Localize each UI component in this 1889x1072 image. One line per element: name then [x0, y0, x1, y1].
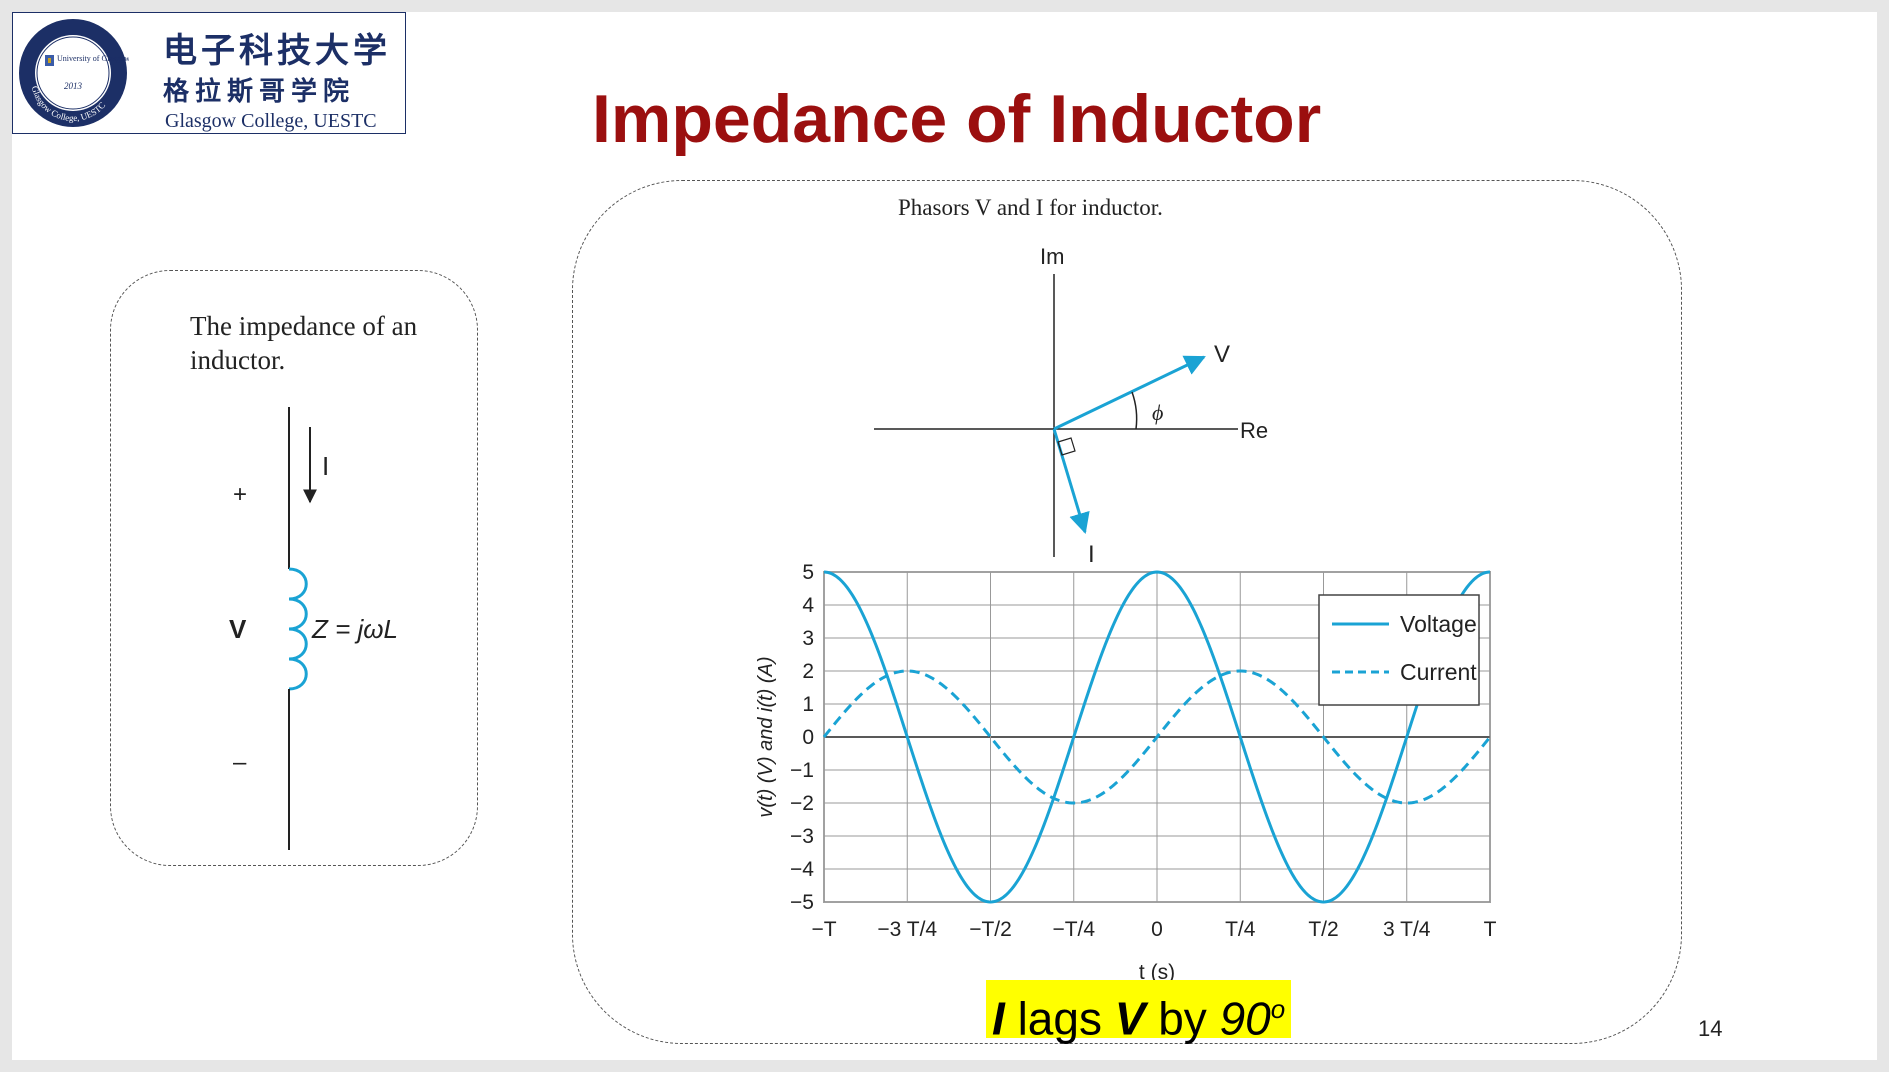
legend-box [1318, 594, 1480, 706]
imag-axis-label: Im [1040, 244, 1064, 269]
series-line-current [822, 669, 1492, 805]
x-tick-label: −T/4 [1052, 918, 1095, 941]
chart-series [822, 570, 1492, 904]
y-tick-label: −2 [790, 792, 814, 815]
real-axis-label: Re [1240, 418, 1268, 443]
voltage-phasor-arrow-icon [1053, 355, 1206, 431]
right-angle-mark [1057, 437, 1076, 456]
phasor-caption: Phasors V and I for inductor. [898, 195, 1163, 220]
phase-angle-arc [1131, 391, 1138, 430]
y-axis-label: v(t) (V) and i(t) (A) [755, 656, 777, 817]
y-tick-label: −1 [790, 759, 814, 782]
impedance-label: Z = jωL [311, 614, 398, 644]
figure-canvas: + I V Z = jωL – Im Re V I ϕ 5 4 3 2 1 0 −1 −2 −3… [229, 244, 1497, 984]
slide: University of Glasgow 2013 Glasgow Colle… [12, 12, 1877, 1060]
phasor-diagram: Im Re V I ϕ [874, 244, 1268, 568]
series-line-voltage [823, 570, 1491, 904]
page-number: 14 [1698, 1016, 1723, 1041]
statement-by: by [1158, 992, 1207, 1045]
statement-angle: 90 [1219, 992, 1271, 1045]
phase-angle-label: ϕ [1152, 400, 1163, 425]
x-tick-label: T/2 [1308, 918, 1338, 941]
chart-legend: Voltage Current [1318, 594, 1480, 706]
y-tick-label: −3 [790, 825, 814, 848]
phasor-voltage-label: V [1214, 341, 1230, 368]
x-tick-label: −T [811, 918, 836, 941]
waveform-chart: 5 4 3 2 1 0 −1 −2 −3 −4 −5 −T −3 T/4 −T/2 −T/4 0 T/4 T/2… [755, 561, 1497, 984]
phase-statement: I lags V by 90o [986, 980, 1292, 1044]
x-axis-label: t (s) [1139, 961, 1175, 984]
plus-label: + [233, 481, 247, 508]
x-tick-label: T/4 [1225, 918, 1256, 941]
x-tick-label: 3 T/4 [1383, 918, 1431, 941]
x-tick-label: T [1484, 918, 1497, 941]
legend-current-label: Current [1400, 659, 1477, 685]
slide-title: Impedance of Inductor [592, 81, 1322, 157]
seal-center-text: University of Glasgow [57, 54, 129, 63]
y-tick-label: 4 [802, 594, 814, 617]
statement-v-symbol: V [1114, 992, 1146, 1045]
x-tick-label: −T/2 [969, 918, 1012, 941]
legend-voltage-label: Voltage [1400, 611, 1477, 637]
phasor-current-label: I [1088, 541, 1095, 568]
current-label: I [322, 451, 329, 481]
statement-lags: lags [1017, 992, 1102, 1045]
college-logo: University of Glasgow 2013 Glasgow Colle… [12, 12, 406, 134]
x-tick-label: 0 [1151, 918, 1163, 941]
seal-year: 2013 [64, 81, 83, 91]
y-tick-label: 2 [802, 660, 814, 683]
voltage-label: V [229, 614, 247, 644]
y-tick-label: −4 [790, 858, 814, 881]
inductor-coil-icon [288, 567, 308, 691]
y-tick-label: 5 [802, 561, 814, 584]
y-tick-labels: 5 4 3 2 1 0 −1 −2 −3 −4 −5 [790, 561, 814, 914]
logo-chinese-university: 电子科技大学 [163, 31, 391, 71]
y-tick-label: −5 [790, 891, 814, 914]
inductor-circuit: + I V Z = jωL – [229, 407, 398, 850]
college-seal-icon: University of Glasgow 2013 Glasgow Colle… [19, 19, 129, 127]
x-tick-labels: −T −3 T/4 −T/2 −T/4 0 T/4 T/2 3 T/4 T [811, 918, 1496, 941]
inductor-caption: The impedance of an inductor. [190, 311, 418, 375]
y-tick-label: 1 [802, 693, 814, 716]
minus-label: – [233, 749, 247, 776]
logo-english-name: Glasgow College, UESTC [165, 110, 377, 132]
logo-chinese-college: 格拉斯哥学院 [163, 77, 356, 107]
y-tick-label: 0 [802, 726, 814, 749]
inductor-panel [110, 270, 478, 866]
statement-i-symbol: I [992, 992, 1005, 1045]
statement-degree: o [1270, 994, 1286, 1024]
phasor-panel [572, 180, 1682, 1044]
y-tick-label: 3 [802, 627, 814, 650]
x-tick-label: −3 T/4 [877, 918, 937, 941]
